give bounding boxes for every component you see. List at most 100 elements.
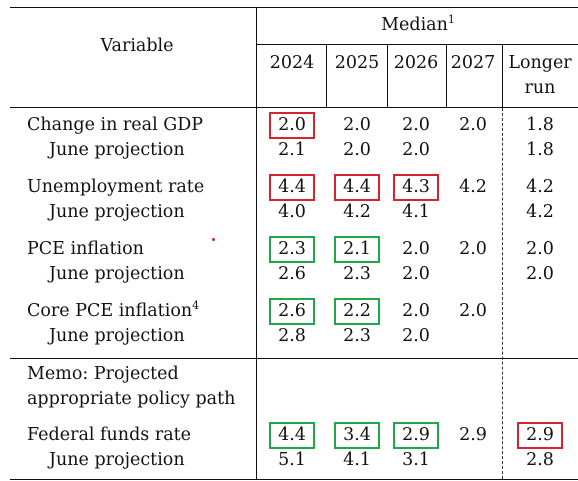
- year-header-2024: 2024: [269, 53, 315, 73]
- highlight-box: [334, 422, 380, 449]
- value-cell: 2.0: [526, 264, 554, 284]
- row-label: Core PCE inflation4: [27, 300, 199, 322]
- row-label: PCE inflation: [27, 238, 144, 260]
- year-divider-1: [326, 44, 327, 108]
- june-projection-label: June projection: [49, 201, 185, 223]
- footnote-marker: 4: [192, 299, 200, 312]
- value-cell: 4.2: [526, 177, 554, 197]
- value-cell: 4.2: [343, 202, 371, 222]
- value-cell: 1.8: [526, 140, 554, 160]
- highlight-box: [269, 298, 315, 325]
- year-divider-2: [387, 44, 388, 108]
- value-cell: 2.8: [526, 450, 554, 470]
- june-projection-label: June projection: [49, 325, 185, 347]
- value-cell: 1.8: [526, 115, 554, 135]
- longer-run-dashed-divider: [502, 108, 503, 479]
- row-label-text: Change in real GDP: [27, 115, 204, 135]
- highlight-box: [269, 236, 315, 263]
- highlight-box: [269, 112, 315, 139]
- value-cell: 2.0: [402, 264, 430, 284]
- median-underline: [256, 44, 578, 45]
- value-cell: 2.0: [402, 140, 430, 160]
- june-projection-label: June projection: [49, 449, 185, 471]
- memo-line-1: Memo: Projected: [27, 364, 179, 384]
- row-label-text: Unemployment rate: [27, 177, 205, 197]
- value-cell: 4.2: [459, 177, 487, 197]
- row-label: Change in real GDP: [27, 114, 203, 136]
- value-cell: 2.0: [343, 140, 371, 160]
- highlight-box: [334, 174, 380, 201]
- value-cell: 2.0: [526, 239, 554, 259]
- bottom-rule: [10, 479, 578, 481]
- highlight-box: [269, 422, 315, 449]
- year-header-2025: 2025: [334, 53, 380, 73]
- longer-run-header-line2: run: [524, 78, 556, 98]
- row-label: Federal funds rate: [27, 424, 191, 446]
- value-cell: 2.0: [343, 115, 371, 135]
- june-projection-label: June projection: [49, 139, 185, 161]
- value-cell: 3.4: [343, 425, 371, 445]
- value-cell: 4.4: [278, 177, 306, 197]
- value-cell: 2.0: [459, 115, 487, 135]
- value-cell: 4.4: [343, 177, 371, 197]
- median-footnote-marker: 1: [447, 13, 455, 26]
- value-cell: 2.0: [459, 301, 487, 321]
- memo-line-2: appropriate policy path: [27, 389, 236, 409]
- highlight-box: [334, 236, 380, 263]
- value-cell: 2.2: [343, 301, 371, 321]
- row-label-text: June projection: [49, 450, 185, 470]
- row-label: Unemployment rate: [27, 176, 204, 198]
- value-cell: 2.1: [343, 239, 371, 259]
- value-cell: 2.0: [402, 115, 430, 135]
- value-cell: 4.2: [526, 202, 554, 222]
- row-label-text: June projection: [49, 140, 185, 160]
- median-header-text: Median: [381, 15, 448, 35]
- highlight-box: [334, 298, 380, 325]
- year-divider-3: [446, 44, 447, 108]
- value-cell: 2.0: [402, 301, 430, 321]
- highlight-box: [269, 174, 315, 201]
- value-cell: 2.9: [526, 425, 554, 445]
- value-cell: 3.1: [402, 450, 430, 470]
- value-cell: 4.1: [402, 202, 430, 222]
- row-label-text: Core PCE inflation: [27, 301, 193, 321]
- year-header-2026: 2026: [393, 53, 439, 73]
- stray-red-dot: [212, 238, 215, 241]
- value-cell: 2.3: [278, 239, 306, 259]
- row-label-text: June projection: [49, 326, 185, 346]
- value-cell: 2.9: [459, 425, 487, 445]
- value-cell: 2.0: [402, 326, 430, 346]
- median-header: Median1: [381, 14, 455, 36]
- value-cell: 2.0: [459, 239, 487, 259]
- value-cell: 5.1: [278, 450, 306, 470]
- value-cell: 2.6: [278, 264, 306, 284]
- value-cell: 2.8: [278, 326, 306, 346]
- value-cell: 4.3: [402, 177, 430, 197]
- june-projection-label: June projection: [49, 263, 185, 285]
- value-cell: 4.1: [343, 450, 371, 470]
- year-divider-4: [502, 44, 503, 108]
- value-cell: 4.4: [278, 425, 306, 445]
- variable-header: Variable: [100, 36, 174, 56]
- row-label-text: June projection: [49, 202, 185, 222]
- value-cell: 2.0: [402, 239, 430, 259]
- highlight-box: [393, 422, 439, 449]
- value-cell: 2.6: [278, 301, 306, 321]
- value-cell: 2.0: [278, 115, 306, 135]
- value-cell: 4.0: [278, 202, 306, 222]
- row-label-text: PCE inflation: [27, 239, 144, 259]
- memo-rule: [10, 358, 578, 359]
- header-rule: [10, 107, 578, 108]
- value-cell: 2.3: [343, 264, 371, 284]
- top-rule: [10, 7, 578, 9]
- row-label-text: Federal funds rate: [27, 425, 192, 445]
- year-header-2027: 2027: [450, 53, 496, 73]
- highlight-box: [517, 422, 563, 449]
- label-column-divider: [256, 7, 257, 480]
- value-cell: 2.3: [343, 326, 371, 346]
- value-cell: 2.1: [278, 140, 306, 160]
- longer-run-header-line1: Longer: [508, 53, 572, 73]
- row-label-text: June projection: [49, 264, 185, 284]
- highlight-box: [393, 174, 439, 201]
